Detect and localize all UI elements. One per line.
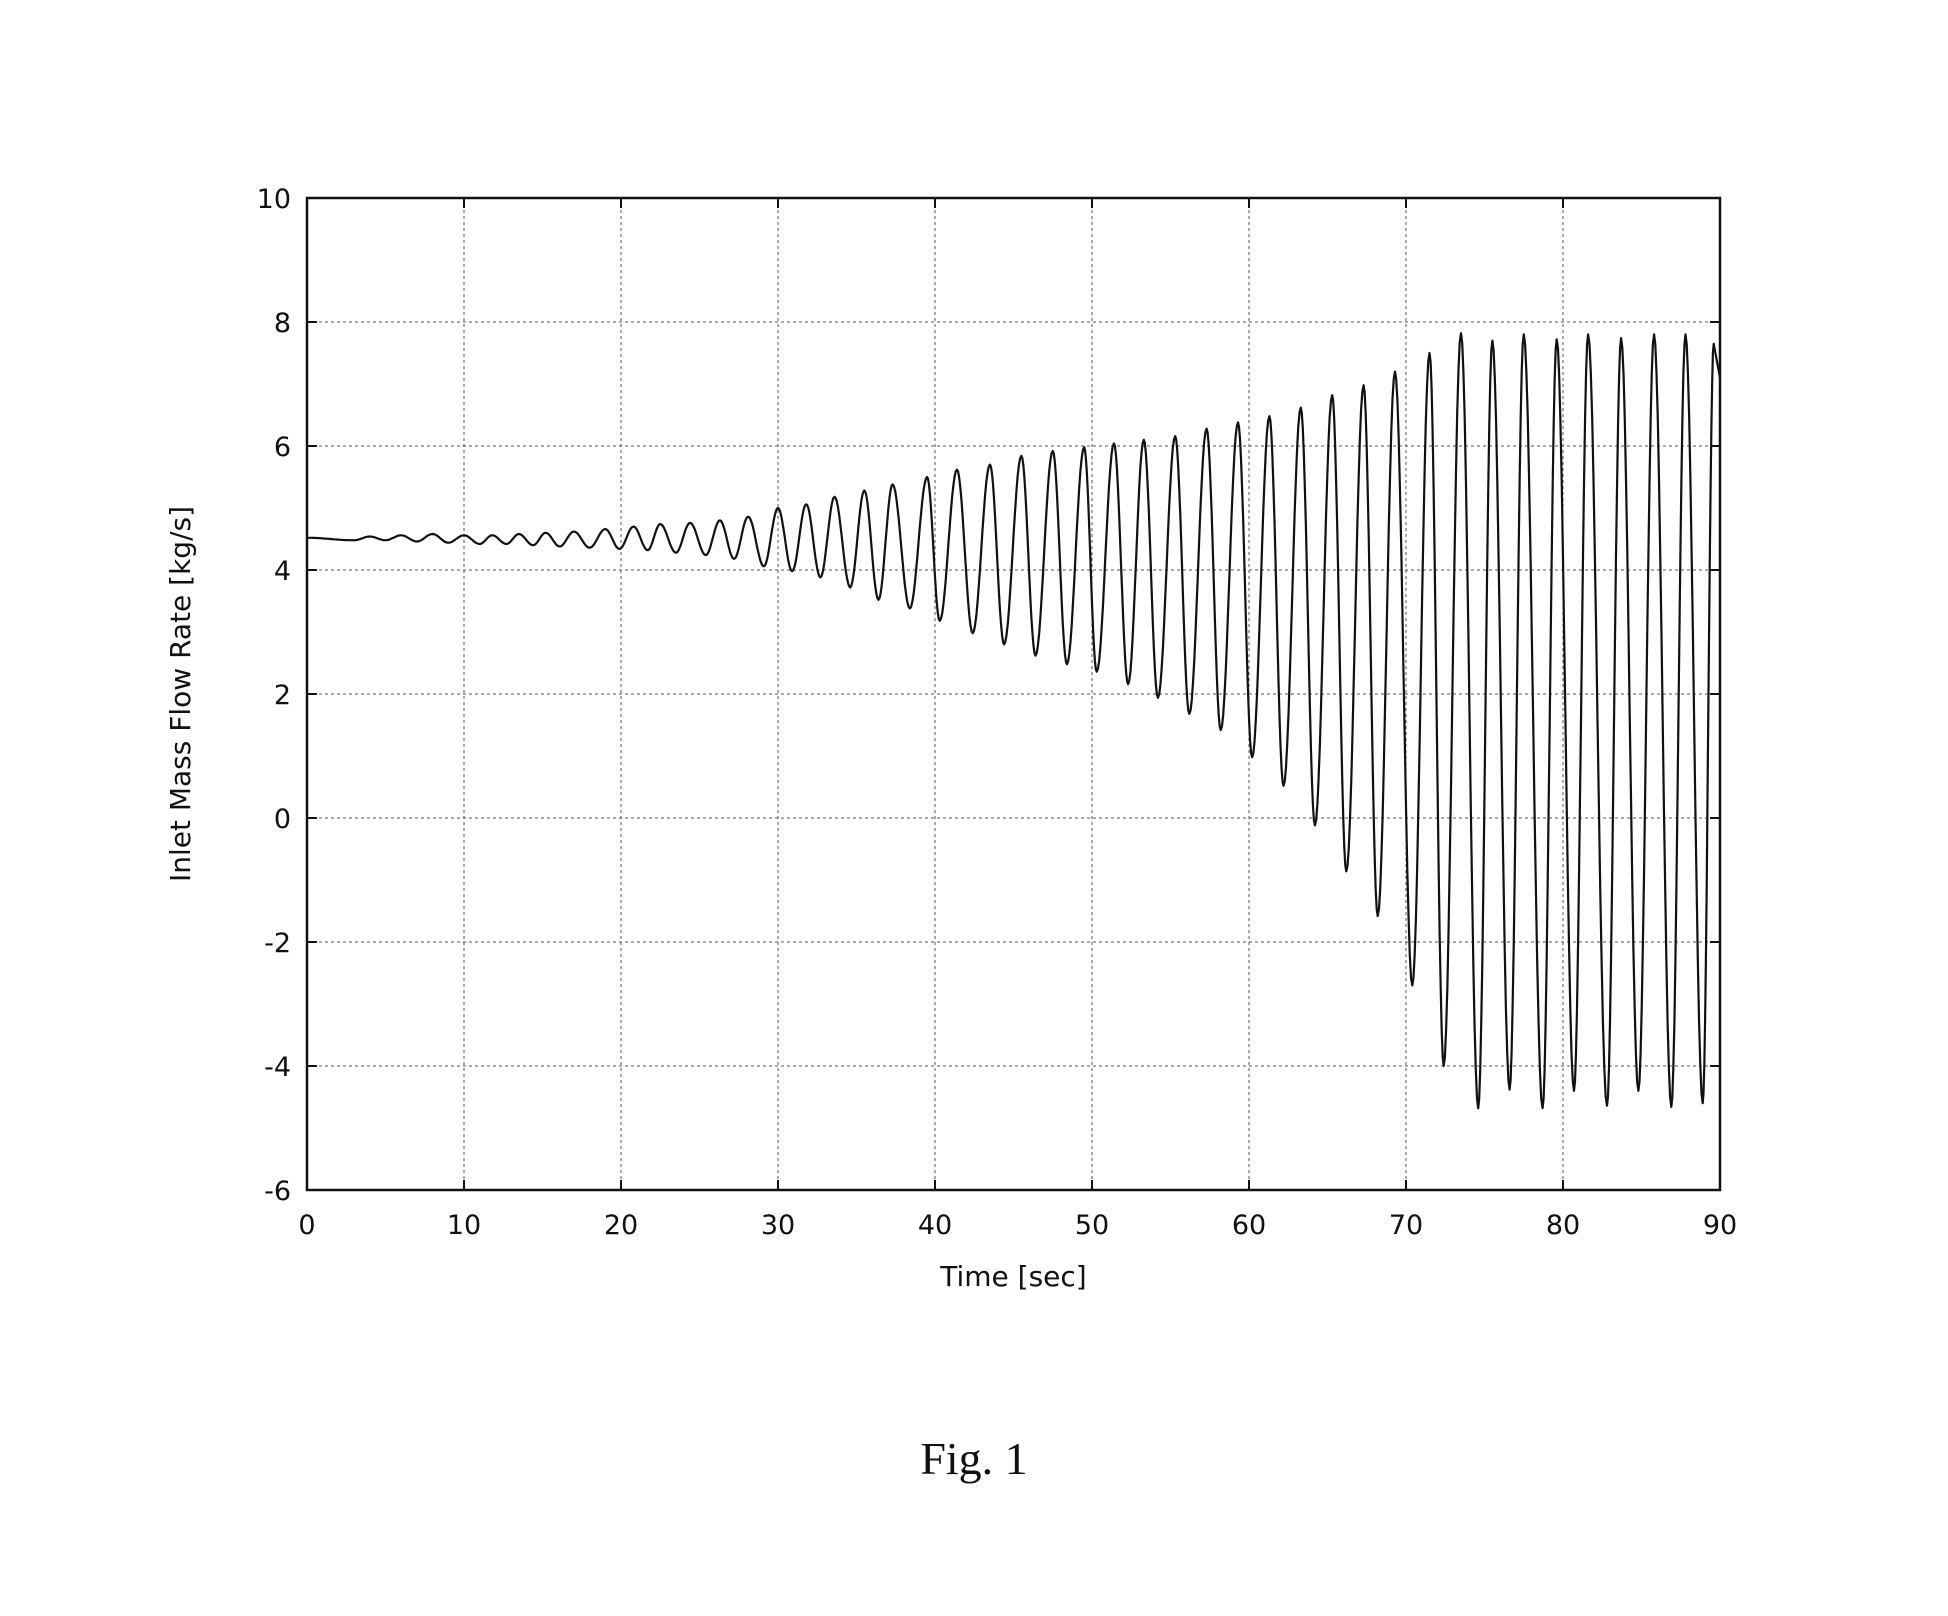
y-tick-label: -4 xyxy=(264,1052,291,1083)
figure-caption: Fig. 1 xyxy=(0,1432,1948,1485)
x-tick-label: 90 xyxy=(1703,1210,1737,1241)
x-tick-label: 60 xyxy=(1232,1210,1266,1241)
series-line xyxy=(307,333,1720,1108)
x-tick-label: 80 xyxy=(1546,1210,1580,1241)
y-tick-label: 2 xyxy=(274,680,291,711)
y-tick-label: -2 xyxy=(264,928,291,959)
y-tick-label: 8 xyxy=(274,308,291,339)
x-tick-label: 0 xyxy=(298,1210,315,1241)
y-tick-label: 10 xyxy=(257,184,291,215)
x-tick-label: 40 xyxy=(918,1210,952,1241)
x-tick-label: 20 xyxy=(604,1210,638,1241)
x-tick-label: 30 xyxy=(761,1210,795,1241)
x-tick-label: 10 xyxy=(447,1210,481,1241)
x-tick-label: 70 xyxy=(1389,1210,1423,1241)
y-tick-label: -6 xyxy=(264,1176,291,1207)
grid xyxy=(307,198,1720,1190)
x-axis-label: Time [sec] xyxy=(939,1260,1086,1293)
y-tick-label: 4 xyxy=(274,556,291,587)
y-axis-label: Inlet Mass Flow Rate [kg/s] xyxy=(164,506,197,882)
y-tick-label: 6 xyxy=(274,432,291,463)
x-tick-label: 50 xyxy=(1075,1210,1109,1241)
y-tick-label: 0 xyxy=(274,804,291,835)
